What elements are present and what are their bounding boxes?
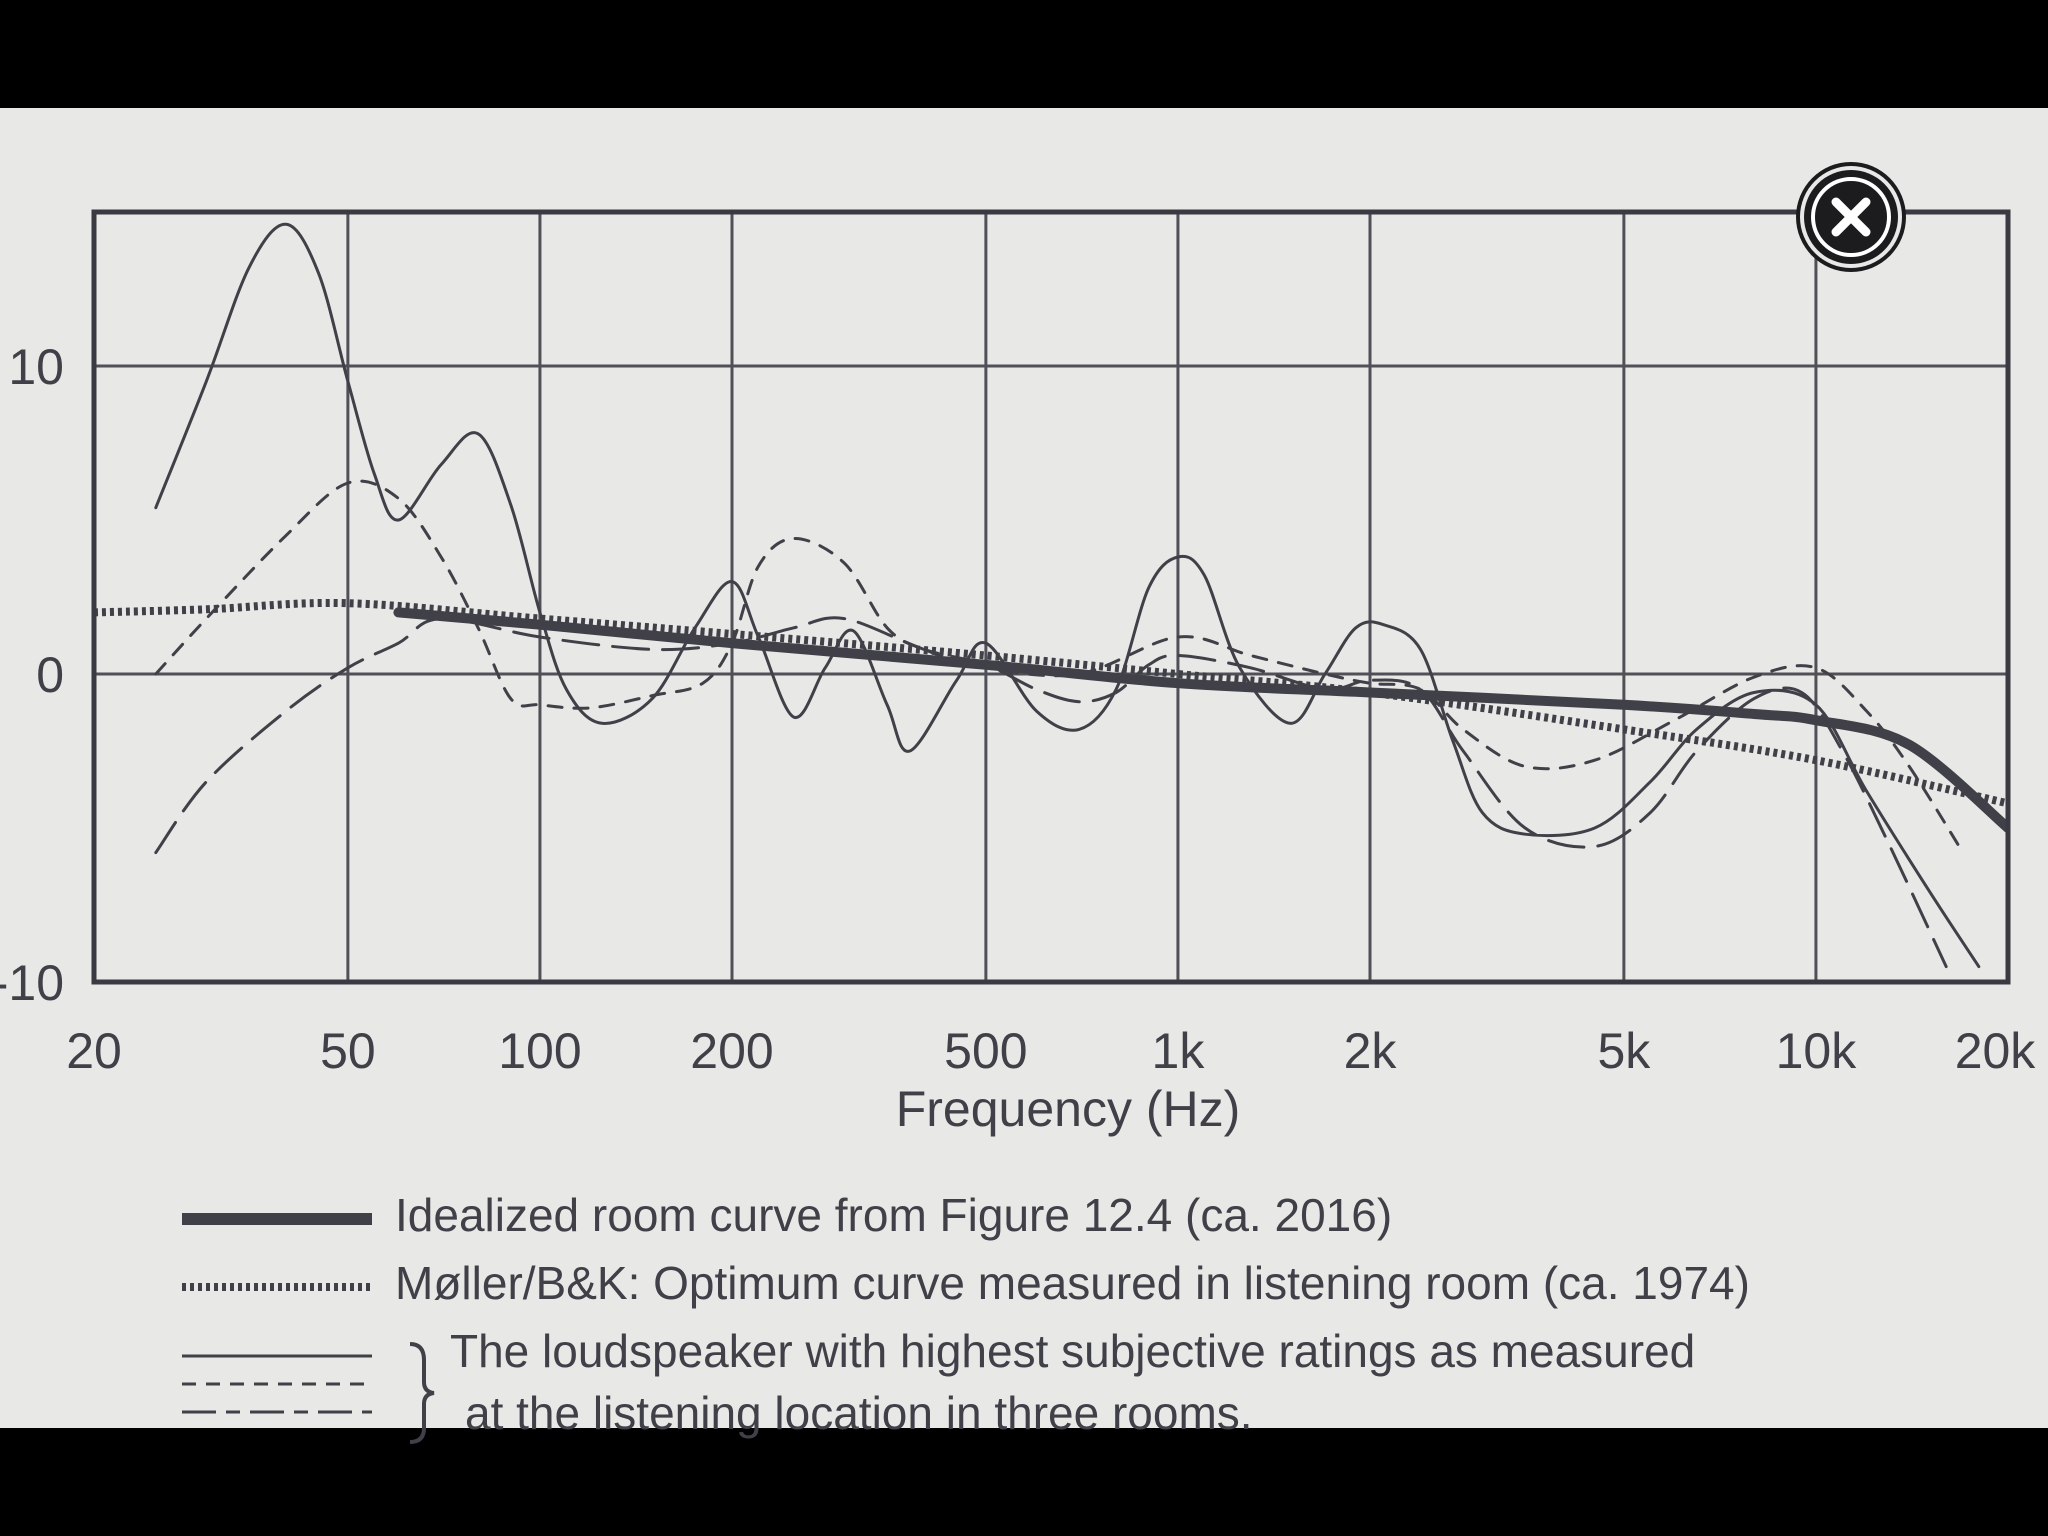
close-icon xyxy=(1811,177,1891,257)
legend-item-moller: Møller/B&K: Optimum curve measured in li… xyxy=(180,1256,1980,1316)
legend-swatch-thick xyxy=(182,1213,372,1225)
x-tick-label: 20 xyxy=(66,1023,122,1079)
x-axis-label: Frequency (Hz) xyxy=(896,1081,1241,1137)
legend-swatch-group xyxy=(182,1354,372,1414)
legend-item-idealized: Idealized room curve from Figure 12.4 (c… xyxy=(180,1188,1980,1248)
y-tick-label: -10 xyxy=(0,955,64,1011)
x-tick-label: 10k xyxy=(1776,1023,1858,1079)
x-tick-label: 1k xyxy=(1152,1023,1206,1079)
x-tick-label: 20k xyxy=(1955,1023,2037,1079)
plot-frame xyxy=(91,209,2011,985)
close-button[interactable] xyxy=(1804,170,1898,264)
legend-swatch-dotted xyxy=(182,1283,372,1291)
legend-label-rooms: at the listening location in three rooms… xyxy=(465,1387,1253,1439)
y-tick-label: 10 xyxy=(8,339,64,395)
legend: Idealized room curve from Figure 12.4 (c… xyxy=(180,1188,1980,1448)
y-tick-label: 0 xyxy=(36,647,64,703)
x-tick-label: 100 xyxy=(498,1023,581,1079)
x-tick-label: 50 xyxy=(320,1023,376,1079)
series-line-dotted xyxy=(94,598,2008,808)
legend-item-loudspeaker: The loudspeaker with highest subjective … xyxy=(180,1324,1980,1439)
legend-label-loudspeaker: The loudspeaker with highest subjective … xyxy=(450,1325,1696,1377)
x-tick-label: 2k xyxy=(1344,1023,1398,1079)
legend-brace xyxy=(409,1342,435,1444)
x-tick-label: 200 xyxy=(690,1023,773,1079)
legend-label-moller: Møller/B&K: Optimum curve measured in li… xyxy=(395,1257,1750,1309)
series-line-solid xyxy=(154,222,1981,969)
x-tick-label: 500 xyxy=(944,1023,1027,1079)
series-line-short-dashed xyxy=(154,479,1965,855)
legend-label-idealized: Idealized room curve from Figure 12.4 (c… xyxy=(395,1189,1393,1241)
x-tick-label: 5k xyxy=(1597,1023,1651,1079)
series-line-thick xyxy=(393,607,2008,833)
